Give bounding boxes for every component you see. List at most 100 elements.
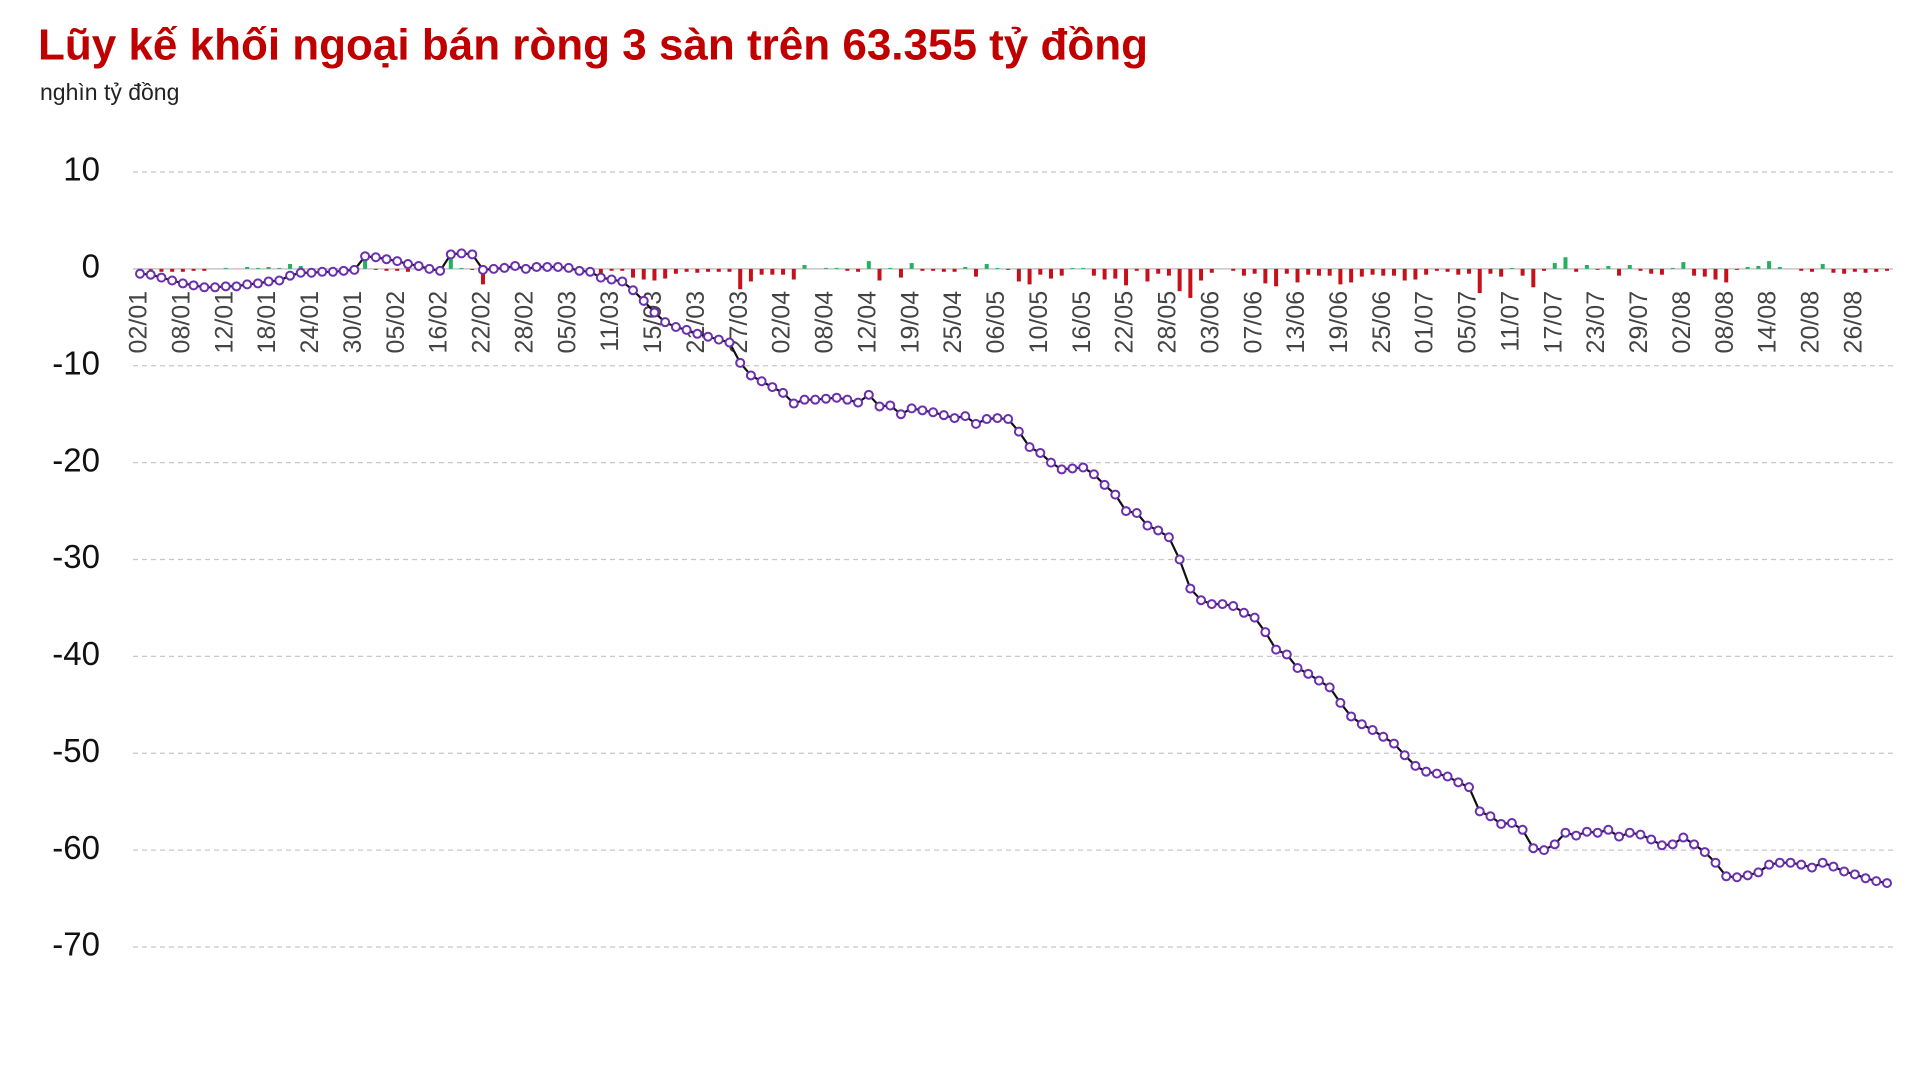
x-tick-label: 02/08 (1668, 291, 1696, 354)
bar (1391, 268, 1396, 276)
point (1367, 725, 1378, 735)
bar (856, 268, 861, 272)
x-tick-label: 11/03 (596, 291, 624, 352)
bar (448, 252, 453, 269)
bar (738, 268, 743, 290)
bar (1284, 268, 1289, 274)
bar (1681, 262, 1686, 269)
point (1828, 861, 1839, 872)
point (1871, 876, 1882, 887)
bar (920, 268, 925, 271)
point (1667, 839, 1678, 850)
bar (288, 264, 293, 269)
point (231, 281, 242, 292)
bar (1713, 268, 1718, 280)
bar (266, 266, 271, 269)
y-tick-label: -10 (52, 344, 100, 381)
point (1356, 719, 1367, 730)
point (274, 275, 285, 286)
point (735, 357, 746, 368)
x-tick-label: 24/01 (296, 291, 324, 354)
point (853, 397, 864, 408)
point (949, 413, 960, 424)
x-tick-label: 13/06 (1282, 291, 1310, 354)
point (1785, 857, 1796, 868)
bar (298, 265, 303, 269)
point (874, 401, 885, 412)
bar (1316, 268, 1321, 276)
point (1174, 554, 1185, 565)
x-tick-label: 02/01 (125, 291, 153, 354)
point (1346, 711, 1357, 722)
point (1013, 426, 1024, 437)
bar (1091, 268, 1096, 276)
point (1817, 857, 1828, 868)
point (1378, 731, 1389, 742)
point (1453, 777, 1464, 788)
point (1517, 824, 1528, 835)
point (1142, 520, 1153, 531)
point (1313, 675, 1324, 686)
chart-subtitle: nghìn tỷ đồng (40, 79, 179, 105)
bar (1027, 268, 1032, 285)
point (488, 263, 499, 274)
point (413, 260, 424, 271)
point (885, 400, 896, 411)
bar (202, 268, 207, 271)
bar (1842, 268, 1847, 274)
bar (770, 268, 775, 275)
point (1260, 627, 1271, 638)
bar (791, 268, 796, 280)
bar (1756, 265, 1761, 269)
x-tick-label: 26/08 (1839, 291, 1867, 354)
x-tick-label: 18/01 (253, 291, 281, 354)
point (970, 418, 981, 429)
point (820, 393, 831, 404)
bar (609, 268, 614, 271)
point (1646, 834, 1657, 845)
y-tick-label: -20 (52, 441, 100, 478)
bar (1370, 268, 1375, 275)
point (370, 252, 381, 263)
bar (1177, 268, 1182, 292)
point (1699, 847, 1710, 858)
point (1496, 818, 1507, 829)
bar (802, 265, 807, 269)
bar (373, 268, 378, 270)
point (435, 265, 446, 276)
bar (1702, 268, 1707, 277)
point (1860, 873, 1871, 884)
bar (684, 268, 689, 272)
bar (1509, 267, 1514, 269)
point (778, 387, 789, 398)
point (724, 337, 735, 348)
bar (159, 268, 164, 272)
point (1549, 839, 1560, 850)
point (756, 376, 767, 387)
bar (984, 264, 989, 269)
bar (1638, 268, 1643, 271)
bar (1263, 268, 1268, 284)
point (252, 278, 263, 289)
bar (170, 268, 175, 272)
bar (180, 268, 185, 272)
point (1774, 857, 1785, 868)
point (188, 280, 199, 291)
point (1153, 525, 1164, 536)
bar (631, 268, 636, 278)
bar (1445, 268, 1450, 272)
point (360, 251, 371, 262)
bar (1338, 268, 1343, 285)
point (1689, 839, 1700, 850)
point (542, 261, 553, 272)
bar (1863, 268, 1868, 273)
point (1196, 595, 1207, 606)
point (520, 263, 531, 274)
point (1635, 829, 1646, 840)
point (670, 322, 681, 332)
point (617, 276, 628, 287)
y-tick-label: -40 (52, 635, 100, 672)
point (585, 266, 596, 277)
bar (1145, 268, 1150, 282)
